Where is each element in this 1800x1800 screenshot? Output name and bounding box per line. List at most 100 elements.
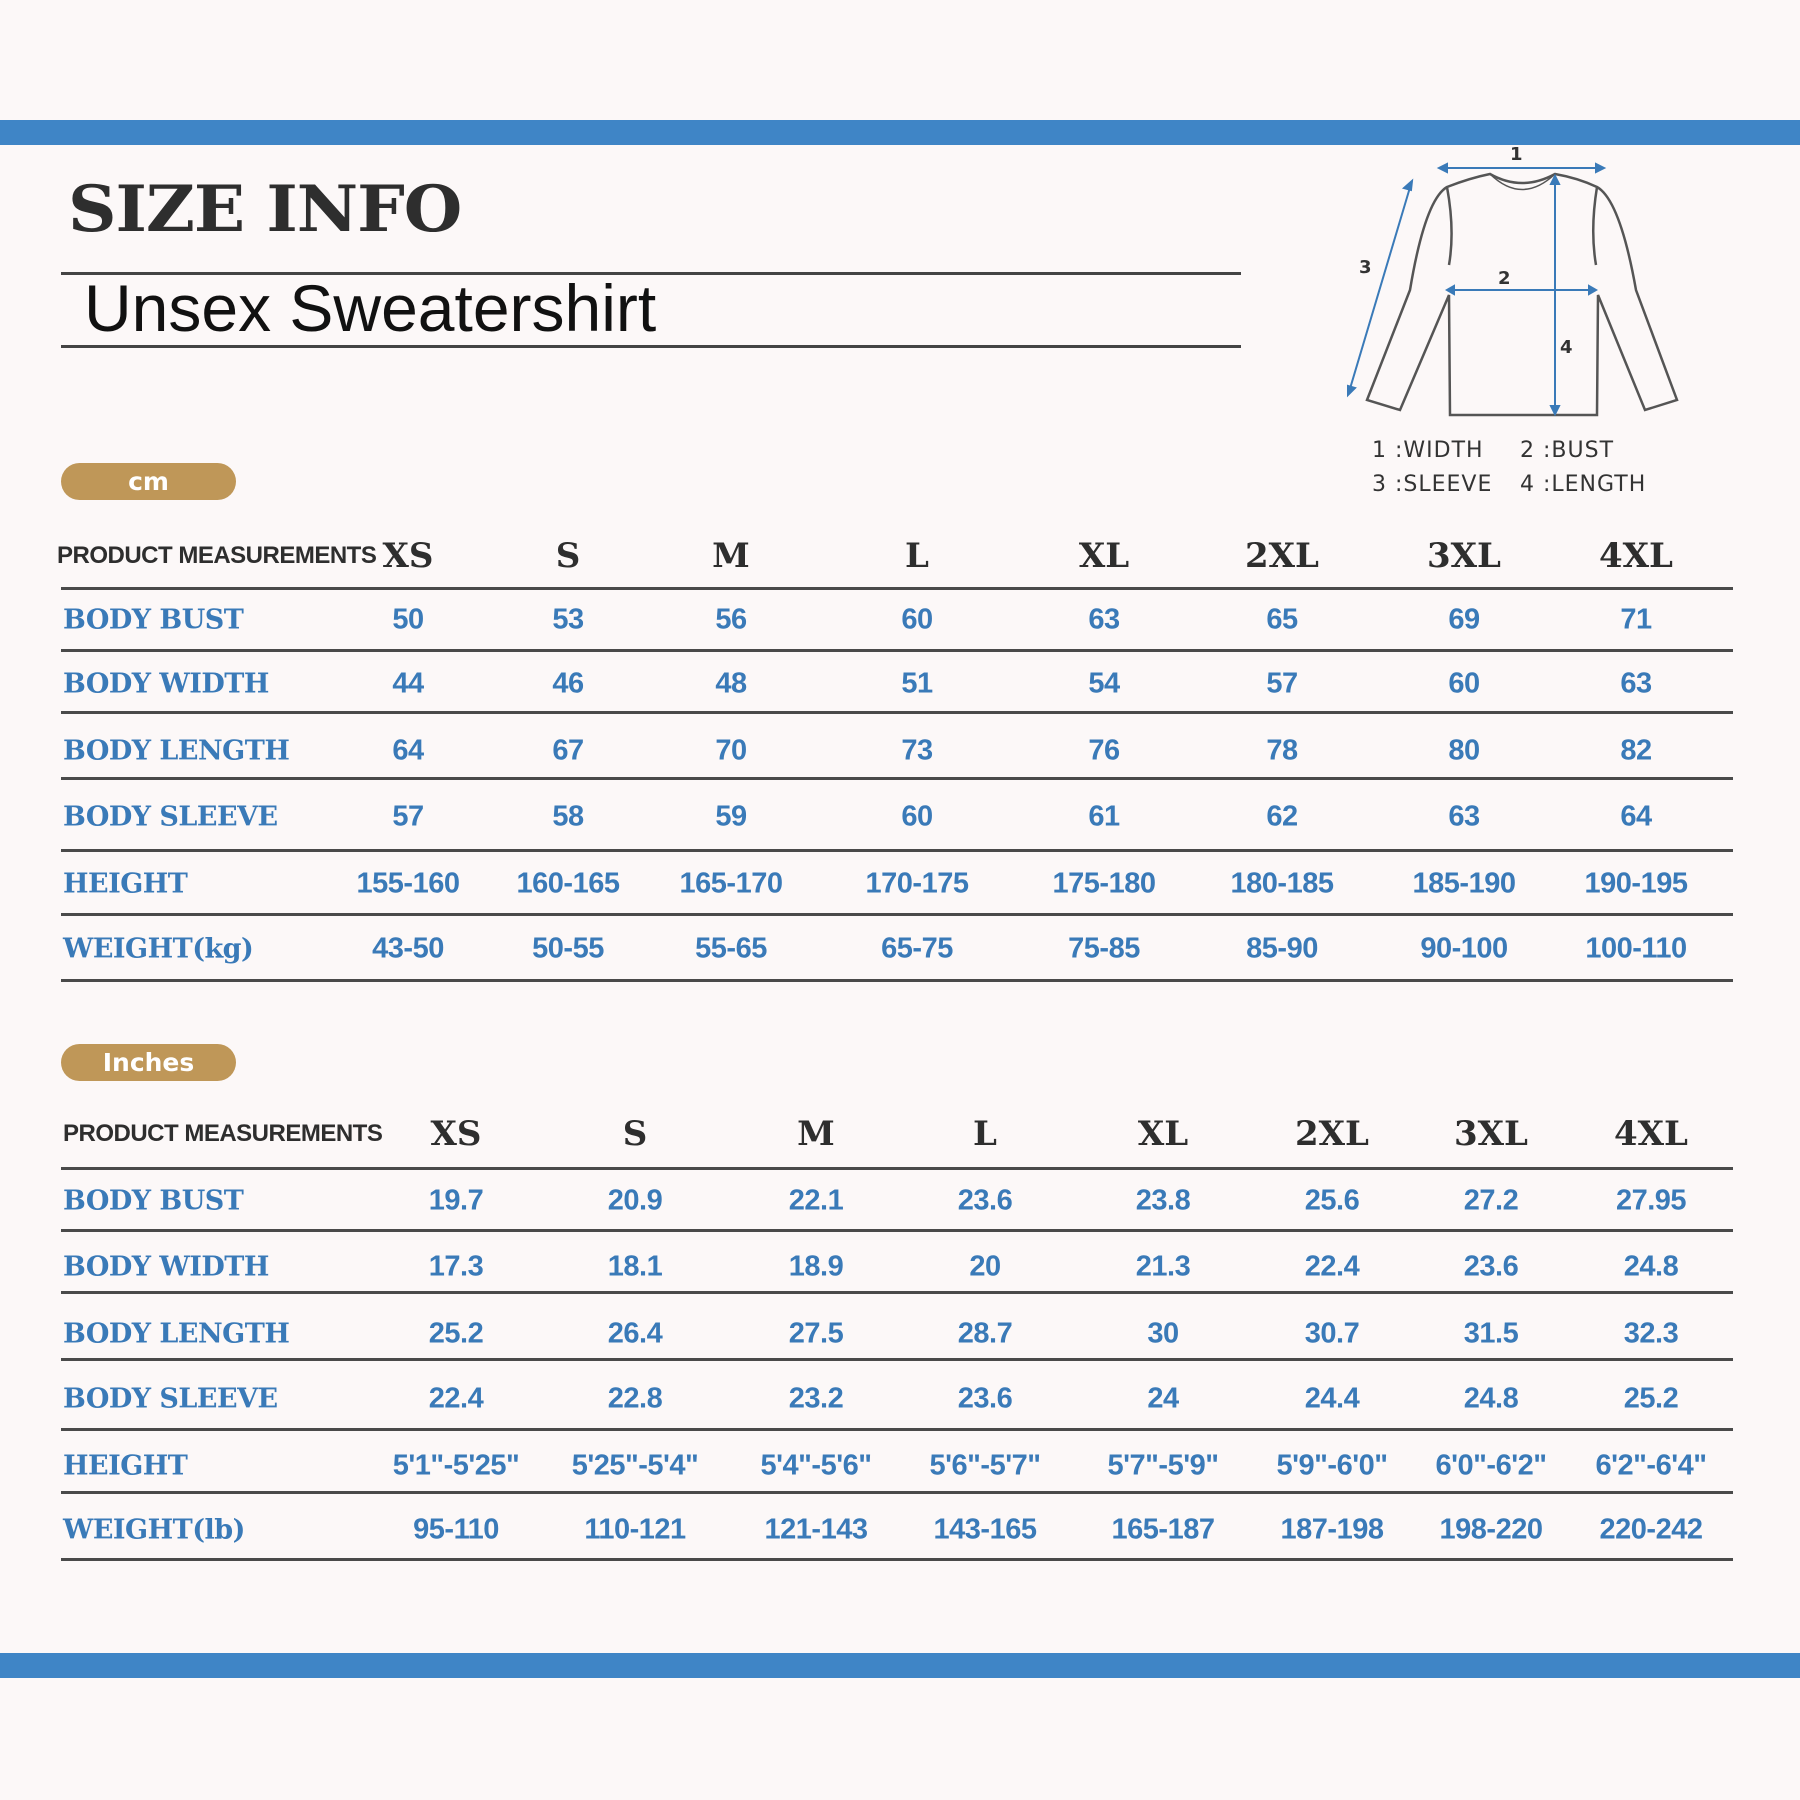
table-rule <box>61 913 1733 916</box>
unit-badge: Inches <box>61 1044 236 1081</box>
product-name: Unsex Sweatershirt <box>84 271 657 345</box>
table-cell: 110-121 <box>584 1513 686 1546</box>
size-header: XL <box>1137 1114 1189 1154</box>
table-cell: 165-187 <box>1111 1513 1215 1546</box>
table-cell: 25.2 <box>428 1317 484 1350</box>
table-cell: 27.5 <box>788 1317 844 1350</box>
table-cell: 22.4 <box>428 1382 484 1415</box>
size-header: XL <box>1078 536 1130 576</box>
table-cell: 50 <box>392 603 424 636</box>
row-label: WEIGHT(kg) <box>63 933 254 965</box>
table-cell: 65-75 <box>881 932 953 965</box>
table-cell: 22.4 <box>1304 1250 1360 1283</box>
table-cell: 5'1"-5'25" <box>392 1449 520 1482</box>
table-cell: 62 <box>1266 800 1298 833</box>
table-cell: 23.6 <box>957 1184 1013 1217</box>
table-rule <box>61 849 1733 852</box>
table-rule <box>61 777 1733 780</box>
row-label: BODY BUST <box>63 604 244 636</box>
table-rule <box>61 649 1733 652</box>
table-cell: 185-190 <box>1412 867 1516 900</box>
size-header: 3XL <box>1454 1114 1528 1154</box>
diagram-label: 2 <box>1498 268 1511 289</box>
table-cell: 5'7"-5'9" <box>1107 1449 1219 1482</box>
row-label: HEIGHT <box>63 868 188 900</box>
row-label: WEIGHT(lb) <box>63 1514 245 1546</box>
table-cell: 75-85 <box>1068 932 1140 965</box>
table-rule <box>61 587 1733 590</box>
table-cell: 50-55 <box>532 932 604 965</box>
table-cell: 121-143 <box>764 1513 868 1546</box>
table-cell: 60 <box>901 800 933 833</box>
table-cell: 26.4 <box>607 1317 663 1350</box>
table-cell: 5'9"-6'0" <box>1276 1449 1388 1482</box>
table-cell: 32.3 <box>1623 1317 1679 1350</box>
table-cell: 5'4"-5'6" <box>760 1449 872 1482</box>
row-label: BODY BUST <box>63 1185 244 1217</box>
table-cell: 5'6"-5'7" <box>929 1449 1041 1482</box>
row-label: BODY LENGTH <box>63 1318 290 1350</box>
table-cell: 6'0"-6'2" <box>1435 1449 1547 1482</box>
table-cell: 85-90 <box>1246 932 1318 965</box>
table-cell: 46 <box>552 667 584 700</box>
table-cell: 21.3 <box>1135 1250 1191 1283</box>
table-cell: 155-160 <box>356 867 460 900</box>
sweatshirt-outline-icon <box>1365 172 1679 417</box>
table-cell: 23.8 <box>1135 1184 1191 1217</box>
table-cell: 63 <box>1088 603 1120 636</box>
page-title: SIZE INFO <box>68 172 462 247</box>
table-cell: 63 <box>1620 667 1652 700</box>
bottom-accent-bar <box>0 1653 1800 1678</box>
table-cell: 143-165 <box>933 1513 1037 1546</box>
table-cell: 23.6 <box>1463 1250 1519 1283</box>
row-label: BODY LENGTH <box>63 735 290 767</box>
table-cell: 57 <box>1266 667 1298 700</box>
row-label: BODY WIDTH <box>63 1251 269 1283</box>
size-header: XS <box>430 1114 482 1154</box>
top-accent-bar <box>0 120 1800 145</box>
size-header: 4XL <box>1599 536 1673 576</box>
size-header: L <box>905 536 929 576</box>
table-cell: 60 <box>901 603 933 636</box>
sleeve-arrow <box>1348 183 1412 393</box>
table-cell: 82 <box>1620 734 1652 767</box>
size-header: S <box>622 1114 648 1154</box>
size-header: M <box>797 1114 835 1154</box>
table-rule <box>61 1291 1733 1294</box>
table-cell: 198-220 <box>1439 1513 1543 1546</box>
divider <box>61 345 1241 348</box>
table-cell: 18.1 <box>607 1250 663 1283</box>
table-cell: 100-110 <box>1585 932 1687 965</box>
table-cell: 73 <box>901 734 933 767</box>
table-cell: 22.8 <box>607 1382 663 1415</box>
table-cell: 22.1 <box>788 1184 844 1217</box>
table-cell: 95-110 <box>413 1513 499 1546</box>
size-header: 4XL <box>1614 1114 1688 1154</box>
table-cell: 54 <box>1088 667 1120 700</box>
legend-length: 4 :LENGTH <box>1520 472 1647 497</box>
header-label: PRODUCT MEASUREMENTS <box>63 1120 383 1147</box>
sweatshirt-diagram: 1 2 3 4 <box>1347 144 1679 417</box>
legend-sleeve: 3 :SLEEVE <box>1372 472 1493 497</box>
table-cell: 30 <box>1147 1317 1179 1350</box>
table-rule <box>61 1558 1733 1561</box>
legend-width: 1 :WIDTH <box>1372 438 1484 463</box>
table-cell: 80 <box>1448 734 1480 767</box>
table-cell: 43-50 <box>372 932 444 965</box>
diagram-label: 1 <box>1510 144 1523 165</box>
table-cell: 56 <box>715 603 747 636</box>
table-cell: 53 <box>552 603 584 636</box>
table-cell: 64 <box>1620 800 1652 833</box>
table-cell: 60 <box>1448 667 1480 700</box>
table-cell: 57 <box>392 800 424 833</box>
table-cell: 78 <box>1266 734 1298 767</box>
row-label: BODY SLEEVE <box>63 1383 278 1415</box>
diagram-label: 3 <box>1359 257 1372 278</box>
arrowheads <box>1347 162 1607 417</box>
table-cell: 51 <box>901 667 933 700</box>
table-cell: 24.8 <box>1623 1250 1679 1283</box>
size-header: 3XL <box>1427 536 1501 576</box>
unit-badge: cm <box>61 463 236 500</box>
table-cell: 6'2"-6'4" <box>1595 1449 1707 1482</box>
table-cell: 67 <box>552 734 584 767</box>
